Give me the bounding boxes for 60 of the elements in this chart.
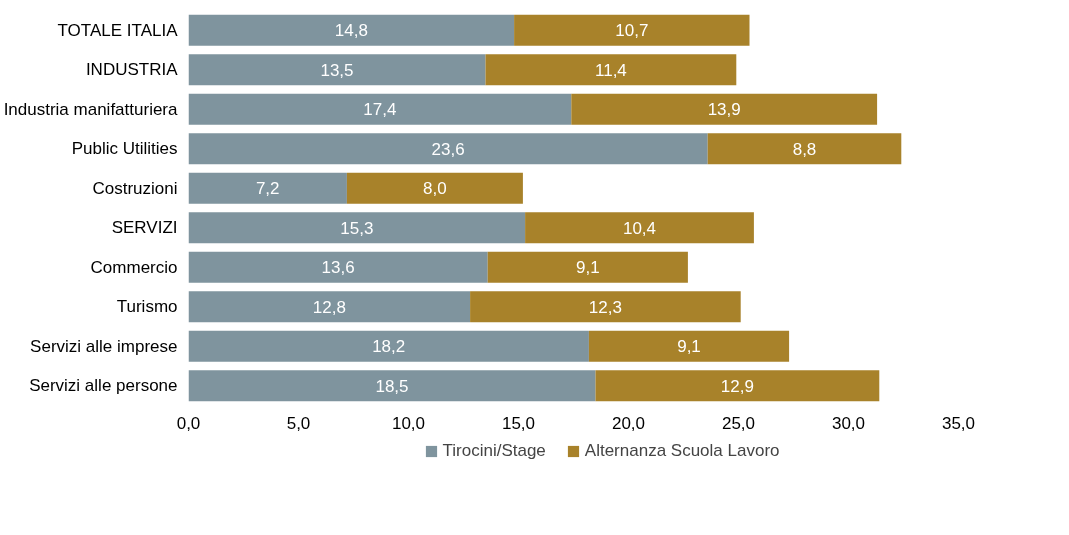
data-label: 14,8 — [334, 21, 368, 41]
y-tick-label: Servizi alle persone — [29, 376, 178, 396]
data-label: 13,9 — [707, 100, 741, 120]
data-label: 13,6 — [321, 258, 355, 278]
data-label: 9,1 — [677, 337, 701, 357]
x-tick-label: 20,0 — [611, 413, 646, 433]
bar — [188, 370, 596, 402]
y-tick-label: Turismo — [116, 297, 178, 317]
bar — [588, 330, 790, 362]
data-label: 15,3 — [340, 218, 374, 238]
bar — [346, 172, 523, 204]
y-tick-label: Commercio — [90, 257, 178, 277]
y-tick-label: Public Utilities — [71, 139, 178, 159]
bar — [514, 14, 750, 46]
bar — [188, 251, 488, 283]
data-label: 18,5 — [375, 376, 409, 396]
y-tick-label: Servizi alle imprese — [30, 336, 178, 356]
x-tick-label: 30,0 — [831, 413, 866, 433]
data-label: 12,8 — [312, 297, 346, 317]
bar — [470, 291, 741, 323]
bar — [188, 14, 515, 46]
bar — [188, 212, 526, 244]
bar — [485, 54, 737, 86]
bar — [525, 212, 754, 244]
x-tick-label: 15,0 — [501, 413, 536, 433]
data-label: 12,9 — [720, 376, 754, 396]
data-label: 13,5 — [320, 60, 354, 80]
bar — [188, 133, 708, 165]
x-tick-label: 0,0 — [176, 413, 201, 433]
data-label: 12,3 — [588, 297, 622, 317]
y-tick-label: INDUSTRIA — [85, 60, 179, 80]
y-tick-label: SERVIZI — [111, 218, 178, 238]
y-tick-label: Costruzioni — [92, 178, 178, 198]
data-label: 18,2 — [372, 337, 406, 357]
data-label: 10,4 — [622, 218, 657, 238]
x-tick-label: 35,0 — [941, 413, 976, 433]
data-label: 10,7 — [615, 21, 649, 41]
bar — [571, 93, 878, 125]
data-label: 17,4 — [363, 100, 397, 120]
bar — [188, 330, 589, 362]
bar — [188, 93, 572, 125]
bar — [188, 291, 471, 323]
y-tick-label: TOTALE ITALIA — [57, 20, 179, 40]
x-tick-label: 5,0 — [286, 413, 311, 433]
data-label: 7,2 — [255, 179, 280, 199]
x-tick-label: 25,0 — [721, 413, 756, 433]
data-label: 23,6 — [431, 139, 465, 159]
legend-label: Alternanza Scuola Lavoro — [584, 441, 780, 461]
bar — [188, 54, 486, 86]
y-tick-label: Industria manifatturiera — [3, 99, 179, 119]
data-label: 8,8 — [792, 139, 817, 159]
data-label: 8,0 — [423, 179, 447, 199]
data-label: 11,4 — [594, 60, 627, 80]
bar — [707, 133, 902, 165]
bar — [487, 251, 688, 283]
bar — [595, 370, 880, 402]
bar — [188, 172, 347, 204]
legend-label: Tirocini/Stage — [442, 441, 546, 461]
x-tick-label: 10,0 — [391, 413, 426, 433]
data-label: 9,1 — [575, 258, 600, 278]
